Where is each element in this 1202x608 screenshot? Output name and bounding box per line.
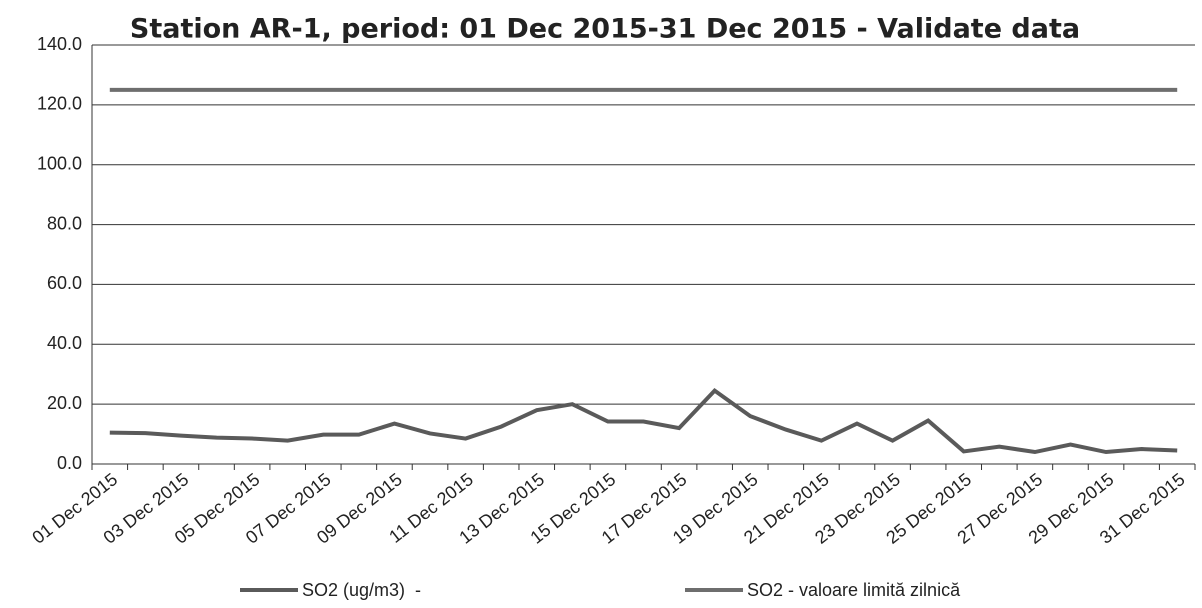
y-tick-label: 100.0 — [37, 153, 82, 173]
legend-label: SO2 - valoare limită zilnică — [747, 580, 961, 600]
y-tick-label: 140.0 — [37, 34, 82, 54]
y-tick-label: 40.0 — [47, 333, 82, 353]
y-tick-label: 60.0 — [47, 273, 82, 293]
y-tick-label: 80.0 — [47, 213, 82, 233]
y-tick-label: 0.0 — [57, 453, 82, 473]
y-tick-label: 20.0 — [47, 393, 82, 413]
legend-label: SO2 (ug/m3) - — [302, 580, 421, 600]
y-tick-label: 120.0 — [37, 94, 82, 114]
chart-title: Station AR-1, period: 01 Dec 2015-31 Dec… — [130, 14, 1080, 45]
series-line — [109, 388, 1178, 455]
